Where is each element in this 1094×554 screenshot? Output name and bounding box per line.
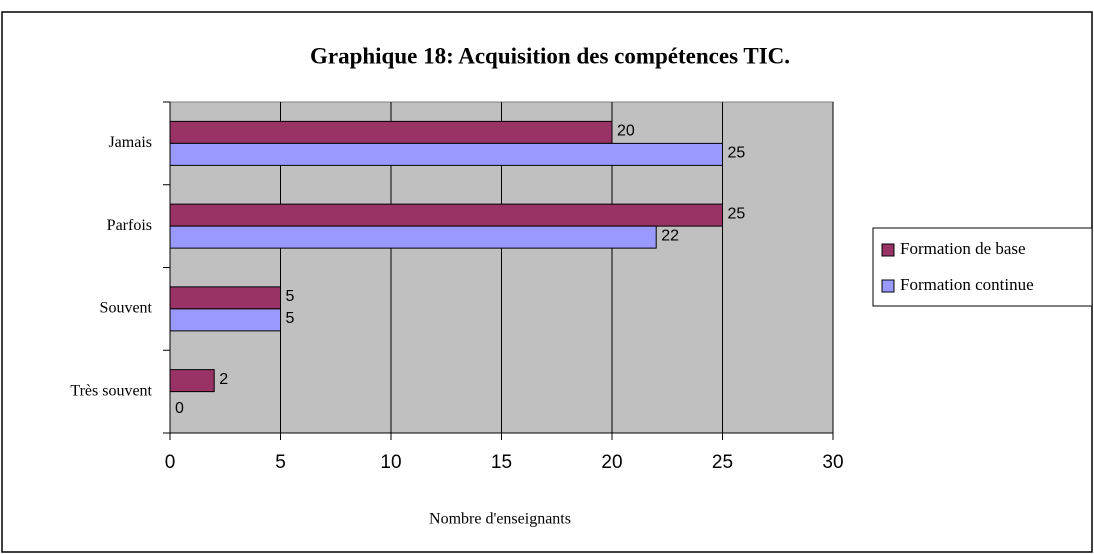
legend-label: Formation de base: [900, 239, 1026, 258]
bar: [169, 369, 215, 393]
data-label: 2: [219, 371, 228, 388]
x-tick-label: 25: [712, 452, 733, 473]
bar: [169, 225, 657, 249]
legend-label: Formation continue: [900, 275, 1034, 294]
x-tick-label: 30: [822, 452, 843, 473]
y-tick-label: Très souvent: [70, 382, 152, 399]
bar: [169, 120, 613, 144]
data-label: 20: [617, 123, 635, 140]
y-tick-label: Parfois: [107, 217, 152, 234]
x-tick-label: 10: [380, 452, 401, 473]
y-tick-label: Souvent: [100, 300, 153, 317]
bar: [169, 308, 281, 332]
x-tick-label: 15: [491, 452, 512, 473]
legend-swatch: [881, 243, 895, 257]
legend-swatch: [881, 279, 895, 293]
data-label: 25: [728, 145, 746, 162]
x-tick-label: 20: [601, 452, 622, 473]
x-tick-label: 0: [165, 452, 176, 473]
data-label: 22: [661, 227, 679, 244]
bar: [169, 142, 723, 166]
legend-box: [872, 227, 1093, 307]
y-tick-label: Jamais: [108, 134, 152, 151]
data-label: 25: [728, 205, 746, 222]
data-label: 5: [286, 310, 295, 327]
bar: [169, 203, 723, 227]
x-tick-label: 5: [275, 452, 286, 473]
bar: [169, 286, 281, 310]
data-label: 0: [175, 400, 184, 417]
x-axis-label: Nombre d'enseignants: [429, 511, 571, 528]
chart-title: Graphique 18: Acquisition des compétence…: [310, 43, 790, 68]
data-label: 5: [286, 288, 295, 305]
